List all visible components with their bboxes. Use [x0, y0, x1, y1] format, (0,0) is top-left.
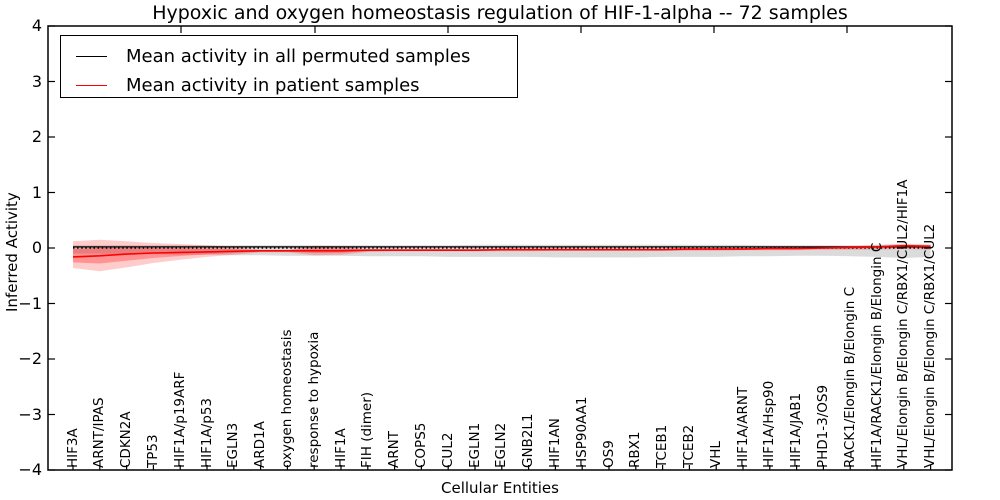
x-tick-label: VHL/Elongin B/Elongin C/RBX1/CUL2 [922, 223, 939, 468]
x-tick-label: ARD1A [252, 421, 269, 468]
x-tick-label: TP53 [144, 434, 161, 468]
x-tick-label: VHL [707, 441, 724, 468]
x-tick-label: HIF1A/p53 [198, 397, 215, 468]
x-axis-label: Cellular Entities [441, 479, 559, 497]
legend-item-patient: Mean activity in patient samples [61, 71, 517, 100]
x-tick-label: HIF1A/ARNT [734, 386, 751, 468]
y-tick-label: −2 [18, 349, 42, 368]
x-tick-label: ARNT/IPAS [91, 397, 108, 468]
x-tick-label: HIF1A/JAB1 [788, 392, 805, 468]
x-tick-label: EGLN1 [466, 422, 483, 468]
x-tick-label: GNB2L1 [520, 413, 537, 468]
x-tick-label: oxygen homeostasis [278, 329, 295, 469]
x-tick-label: COPS5 [412, 422, 429, 468]
x-tick-label: HIF1A/p19ARF [171, 371, 188, 468]
legend-label: Mean activity in patient samples [126, 75, 420, 96]
legend-label: Mean activity in all permuted samples [126, 46, 471, 67]
y-tick-label: 4 [31, 16, 42, 35]
x-tick-label: PHD1-3/OS9 [814, 384, 831, 468]
x-tick-label: VHL/Elongin B/Elongin C/RBX1/CUL2/HIF1A [895, 179, 912, 468]
x-tick-label: FIH (dimer) [359, 391, 376, 468]
y-tick-label: 1 [31, 182, 42, 202]
x-tick-label: OS9 [600, 440, 617, 468]
x-tick-label: HIF1A [332, 428, 349, 468]
x-tick-label: RBX1 [627, 431, 644, 468]
x-tick-label: RACK1/Elongin B/Elongin C [841, 286, 858, 468]
patient-mean-line [72, 244, 931, 258]
x-tick-label: CUL2 [439, 432, 456, 468]
x-tick-label: EGLN3 [225, 422, 242, 468]
y-tick-label: 2 [31, 127, 42, 146]
x-tick-label: HIF1A/RACK1/Elongin B/Elongin C [868, 242, 885, 468]
x-tick-label: EGLN2 [493, 422, 510, 468]
y-tick-label: 0 [31, 238, 42, 257]
x-tick-label: CDKN2A [118, 411, 135, 468]
x-tick-label: response to hypoxia [305, 331, 322, 468]
x-tick-label: HIF1A/Hsp90 [761, 380, 778, 468]
y-tick-label: −1 [18, 293, 42, 313]
x-tick-label: HIF3A [64, 428, 81, 468]
y-tick-label: −3 [18, 404, 42, 424]
permuted-line-swatch [76, 56, 107, 57]
x-tick-label: HIF1AN [546, 418, 563, 468]
y-tick-label: 3 [31, 71, 42, 91]
chart-title: Hypoxic and oxygen homeostasis regulatio… [152, 2, 848, 24]
x-tick-label: TCEB1 [654, 424, 671, 468]
patient-line-swatch [76, 85, 107, 86]
y-tick-label: −4 [18, 460, 42, 479]
legend-box: Mean activity in all permuted samples Me… [60, 35, 518, 98]
x-tick-label: HSP90AA1 [573, 396, 590, 468]
x-tick-label: TCEB2 [680, 424, 697, 468]
x-tick-label: ARNT [386, 431, 403, 468]
legend-item-permuted: Mean activity in all permuted samples [61, 42, 517, 71]
